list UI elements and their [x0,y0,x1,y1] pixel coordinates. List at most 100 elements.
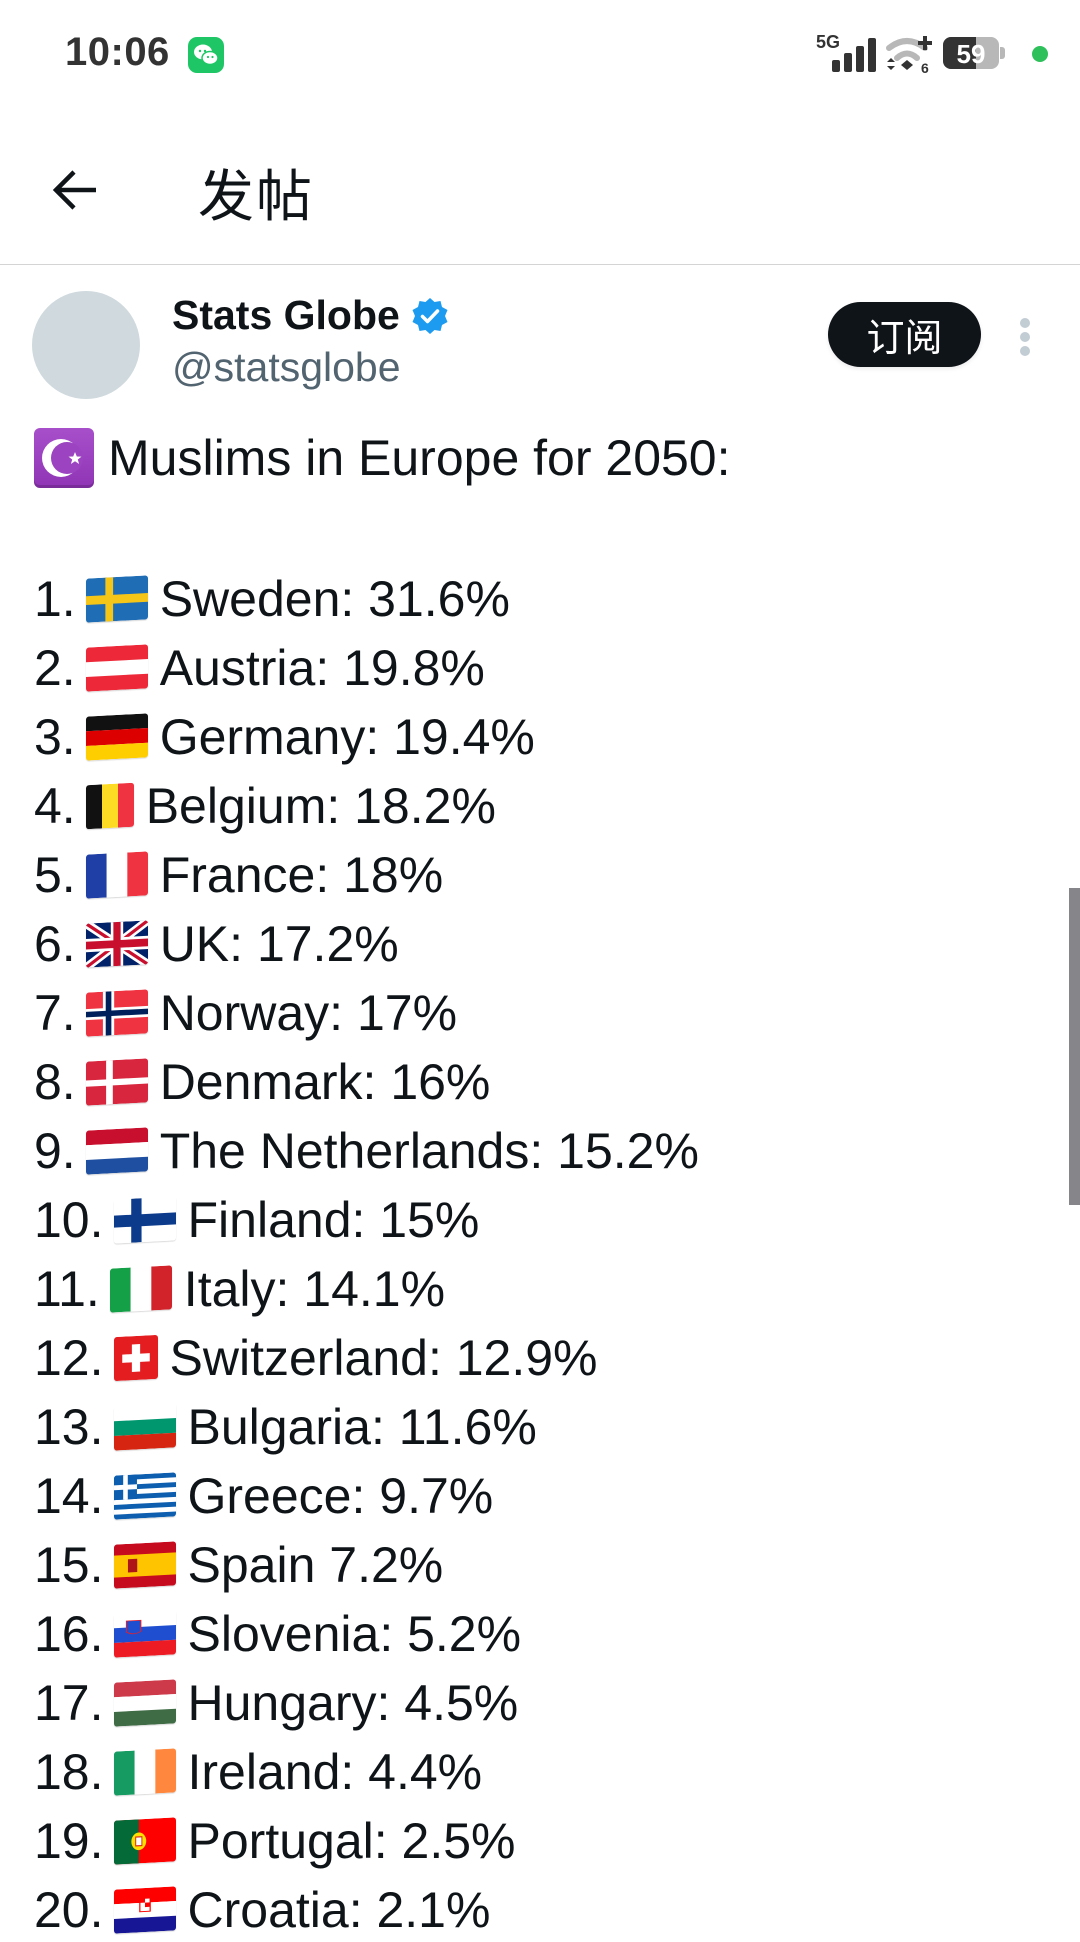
privacy-indicator-dot [1032,46,1048,62]
country-stat: Belgium: 18.2% [145,777,496,834]
status-bar: 10:06 5G 6 59 [0,0,1080,110]
country-stat: Finland: 15% [187,1191,480,1248]
signal-strength-icon [832,38,876,72]
country-stat: The Netherlands: 15.2% [159,1122,699,1179]
norway-flag-icon [85,988,148,1037]
top-app-bar: 发帖 [0,110,1080,264]
back-arrow-icon [52,170,96,210]
rank-number: 16. [34,1605,104,1662]
country-stat: Denmark: 16% [159,1053,491,1110]
country-stat: Austria: 19.8% [159,639,485,696]
post-title-text: Muslims in Europe for 2050: [108,430,731,486]
country-stat: Hungary: 4.5% [187,1674,519,1731]
rank-number: 14. [34,1467,104,1524]
author-name-row[interactable]: Stats Globe [172,292,450,339]
country-stat: Germany: 19.4% [159,708,535,765]
uk-flag-icon [85,919,148,968]
rank-number: 4. [34,777,76,834]
country-stat: Spain 7.2% [187,1536,444,1593]
back-button[interactable] [40,160,110,220]
greece-flag-icon [113,1471,176,1520]
rank-number: 18. [34,1743,104,1800]
avatar[interactable] [32,291,140,399]
status-time: 10:06 [65,30,170,74]
portugal-flag-icon [113,1816,176,1865]
ranking-list: 1. Sweden: 31.6% 2. Austria: 19.8% 3. Germa… [34,564,699,1942]
svg-text:6: 6 [921,60,929,74]
list-item: 15. Spain 7.2% [34,1530,699,1599]
country-stat: France: 18% [159,846,444,903]
croatia-flag-icon [113,1885,176,1934]
country-stat: Sweden: 31.6% [159,570,510,627]
country-stat: Switzerland: 12.9% [169,1329,598,1386]
rank-number: 3. [34,708,76,765]
rank-number: 2. [34,639,76,696]
italy-flag-icon [109,1264,172,1313]
rank-number: 8. [34,1053,76,1110]
rank-number: 1. [34,570,76,627]
country-stat: Italy: 14.1% [183,1260,446,1317]
list-item: 5. France: 18% [34,840,699,909]
belgium-flag-icon [85,782,134,829]
list-item: 17. Hungary: 4.5% [34,1668,699,1737]
header-divider [0,264,1080,265]
list-item: 10. Finland: 15% [34,1185,699,1254]
battery-percent: 59 [956,39,986,69]
slovenia-flag-icon [113,1609,176,1658]
subscribe-button[interactable]: 订阅 [828,302,981,367]
denmark-flag-icon [85,1057,148,1106]
list-item: 20. Croatia: 2.1% [34,1875,699,1942]
switzerland-flag-icon [113,1334,158,1381]
list-item: 2. Austria: 19.8% [34,633,699,702]
list-item: 3. Germany: 19.4% [34,702,699,771]
post-title-line: Muslims in Europe for 2050: [34,428,731,488]
country-stat: Greece: 9.7% [187,1467,494,1524]
country-stat: Bulgaria: 11.6% [187,1398,537,1455]
ireland-flag-icon [113,1747,176,1796]
list-item: 9. The Netherlands: 15.2% [34,1116,699,1185]
battery-nub [1000,47,1005,59]
author-handle[interactable]: @statsglobe [172,344,401,390]
rank-number: 6. [34,915,76,972]
list-item: 4. Belgium: 18.2% [34,771,699,840]
rank-number: 7. [34,984,76,1041]
france-flag-icon [85,850,148,899]
list-item: 7. Norway: 17% [34,978,699,1047]
list-item: 19. Portugal: 2.5% [34,1806,699,1875]
list-item: 12. Switzerland: 12.9% [34,1323,699,1392]
list-item: 14. Greece: 9.7% [34,1461,699,1530]
list-item: 13. Bulgaria: 11.6% [34,1392,699,1461]
sweden-flag-icon [85,574,148,623]
hungary-flag-icon [113,1678,176,1727]
verified-badge-icon [412,297,448,334]
wechat-icon [188,37,224,73]
list-item: 8. Denmark: 16% [34,1047,699,1116]
list-item: 11. Italy: 14.1% [34,1254,699,1323]
rank-number: 10. [34,1191,104,1248]
country-stat: Croatia: 2.1% [187,1881,491,1938]
battery-icon: 59 [943,37,999,69]
scrollbar-thumb[interactable] [1069,888,1080,1205]
country-stat: Slovenia: 5.2% [187,1605,522,1662]
rank-number: 19. [34,1812,104,1869]
rank-number: 11. [34,1260,100,1317]
list-item: 16. Slovenia: 5.2% [34,1599,699,1668]
bulgaria-flag-icon [113,1402,176,1451]
page-title: 发帖 [198,165,314,228]
list-item: 6. UK: 17.2% [34,909,699,978]
author-display-name[interactable]: Stats Globe [172,292,400,338]
list-item: 18. Ireland: 4.4% [34,1737,699,1806]
netherlands-flag-icon [85,1126,148,1175]
country-stat: Ireland: 4.4% [187,1743,483,1800]
status-icons: 5G 6 59 [780,0,1080,110]
country-stat: UK: 17.2% [159,915,399,972]
finland-flag-icon [113,1195,176,1244]
rank-number: 20. [34,1881,104,1938]
star-and-crescent-icon [34,428,94,488]
spain-flag-icon [113,1540,176,1589]
kebab-menu-icon[interactable] [1012,312,1038,362]
germany-flag-icon [85,712,148,761]
rank-number: 5. [34,846,76,903]
network-type-label: 5G [816,32,841,52]
country-stat: Portugal: 2.5% [187,1812,516,1869]
